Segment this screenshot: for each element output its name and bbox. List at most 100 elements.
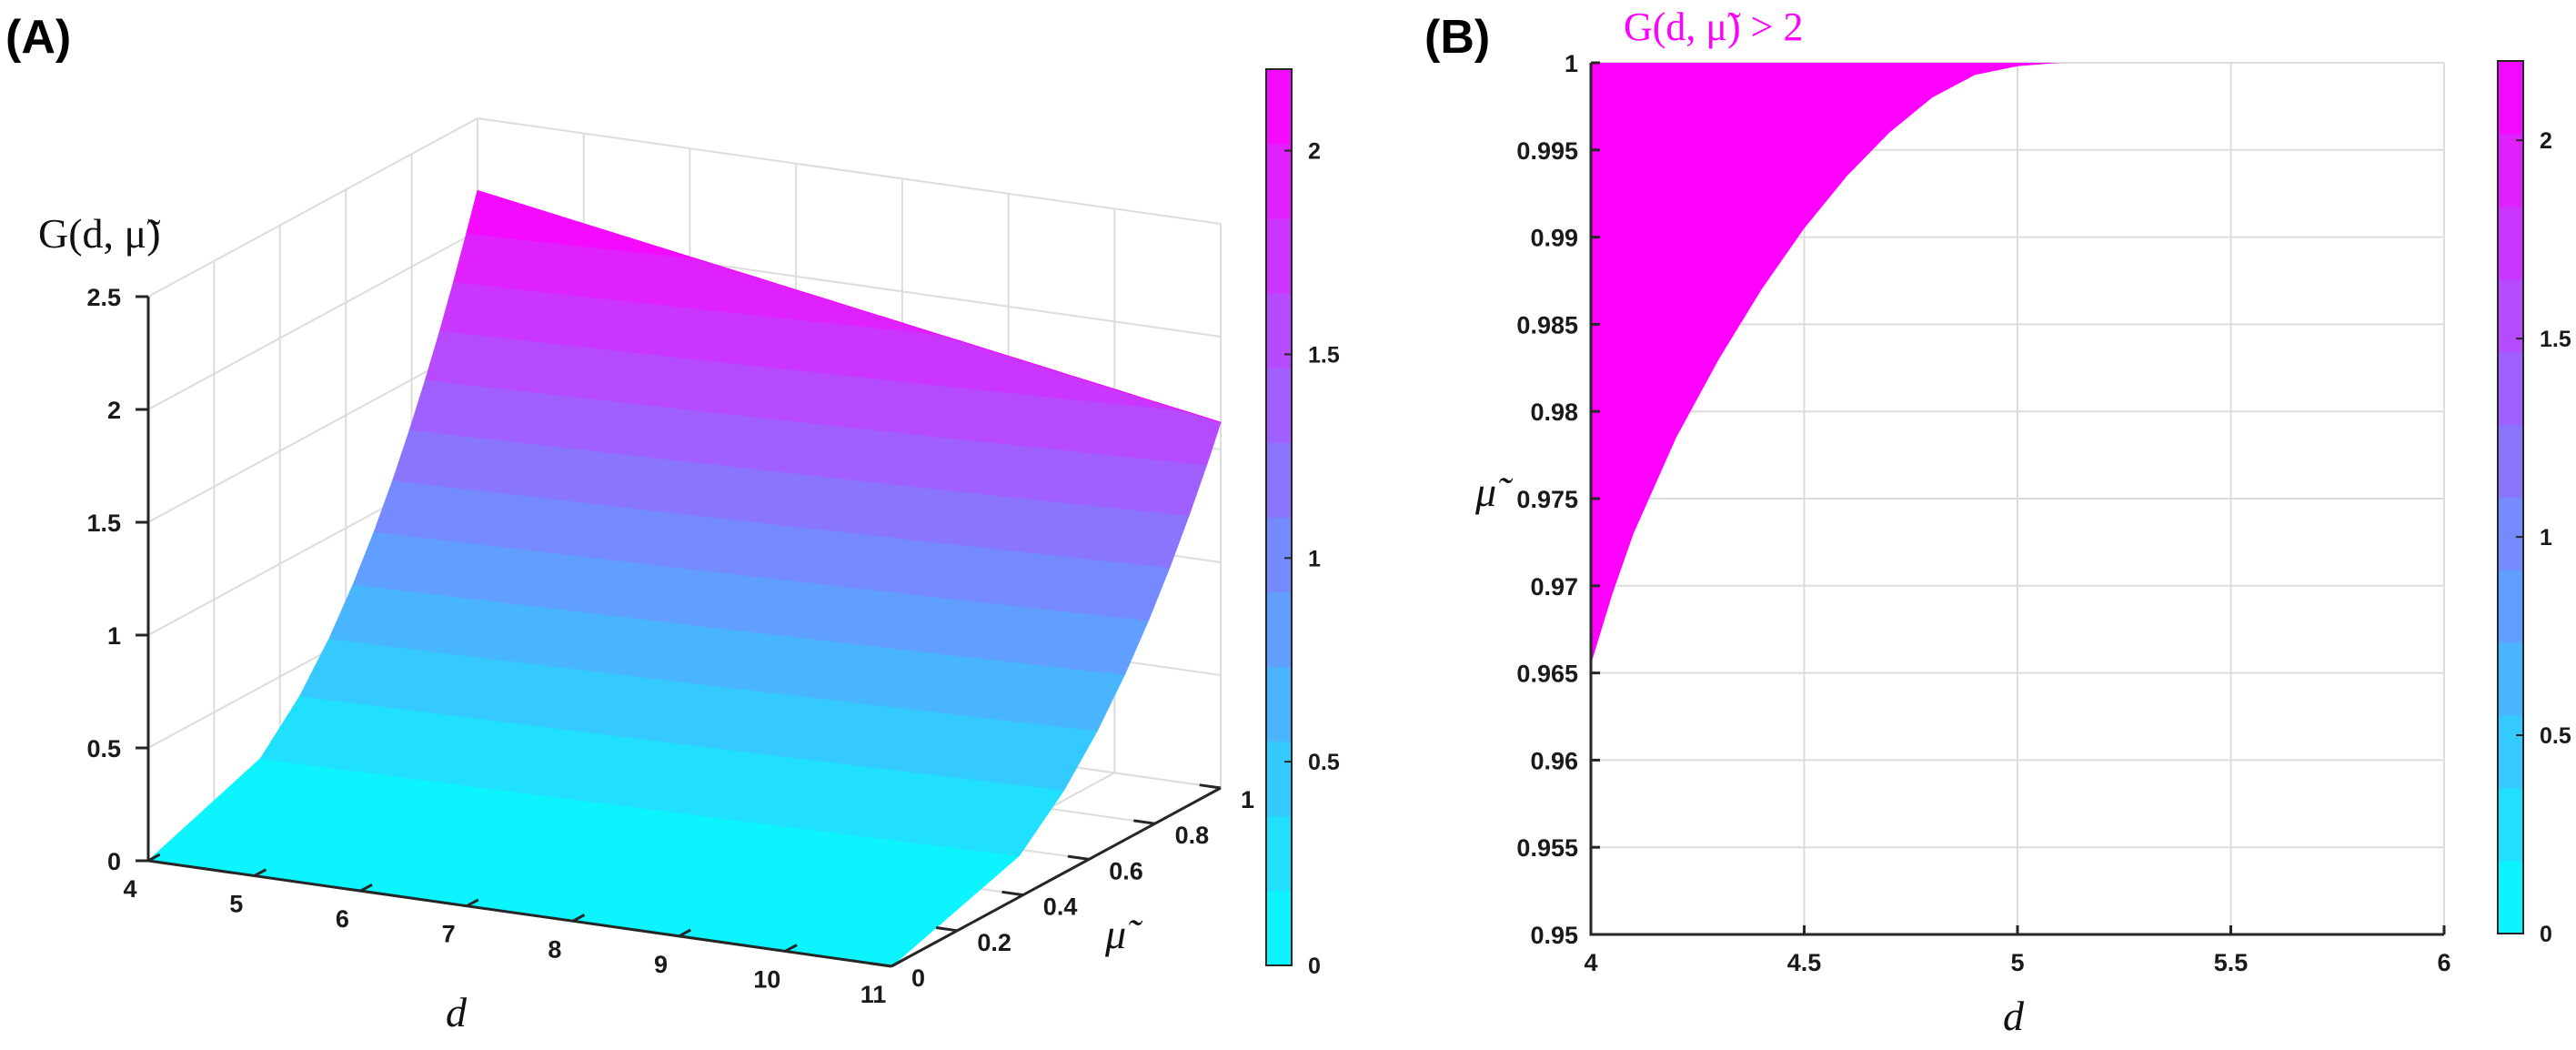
y-tick-label: 0.99 — [1530, 225, 1578, 252]
y-tick-mark — [1199, 783, 1222, 790]
region-x-axis-label: d — [2003, 993, 2025, 1039]
y-tick-label: 0.6 — [1109, 857, 1143, 884]
y-tick-mark — [1001, 890, 1024, 897]
z-tick-label: 2 — [107, 397, 121, 424]
x-tick-label: 5 — [229, 891, 243, 918]
surface-tick-labels: 0 0.5 1 1.5 2 2.5 4 5 6 7 8 9 10 11 0 0.2 0.4 0.6 0.8 1 — [86, 284, 1254, 1008]
colorbar-segment — [2498, 351, 2523, 426]
colorbar-segment — [1266, 741, 1292, 817]
y-tick-label: 0.2 — [977, 929, 1011, 956]
y-tick-label: 0.955 — [1516, 834, 1578, 862]
colorbar-b: 0 0.5 1 1.5 2 — [2497, 60, 2571, 947]
x-tick-mark — [359, 883, 373, 893]
colorbar-segment — [1266, 890, 1292, 966]
colorbar-tick-label: 1 — [2540, 525, 2552, 550]
colorbar-frame — [1265, 68, 1293, 966]
y-tick-mark — [870, 962, 892, 968]
colorbar-segment — [1266, 666, 1292, 742]
x-tick-label: 10 — [753, 965, 780, 993]
colorbar-segment — [2498, 497, 2523, 570]
colorbar-segment — [2498, 861, 2523, 934]
y-tick-label: 0.98 — [1530, 399, 1578, 426]
grid-line — [147, 230, 478, 410]
colorbar-tick-label: 0.5 — [1308, 750, 1340, 775]
region-plot-panel-b: 4 4.5 5 5.5 6 0.95 0.955 0.96 0.965 0.97 0.975 0.98… — [1474, 5, 2571, 1039]
x-tick-mark — [572, 914, 586, 923]
x-tick-label: 4 — [123, 875, 136, 903]
y-tick-label: 0.985 — [1516, 311, 1578, 338]
colorbar-segment — [2498, 206, 2523, 280]
colorbar-segment — [2498, 133, 2523, 207]
colorbar-tick-label: 0 — [2540, 922, 2552, 947]
colorbar-tick-label: 1.5 — [1308, 342, 1340, 368]
colorbar-tick-label: 1 — [1308, 546, 1321, 571]
region-y-axis-label: μ̃ — [1474, 469, 1514, 515]
colorbar-segment — [1266, 368, 1292, 443]
y-tick-label: 0.96 — [1530, 747, 1578, 774]
region-tick-labels: 4 4.5 5 5.5 6 0.95 0.955 0.96 0.965 0.97 0.975 0.98… — [1516, 50, 2450, 976]
z-tick-label: 1 — [107, 622, 121, 650]
surface-band — [466, 189, 1222, 423]
x-tick-mark — [891, 958, 904, 968]
colorbar-segment — [1266, 69, 1292, 145]
y-tick-label: 0.4 — [1043, 894, 1078, 921]
colorbar-segment — [1266, 442, 1292, 518]
x-tick-mark — [678, 928, 691, 938]
x-tick-label: 4.5 — [1787, 949, 1822, 976]
region-g-greater-than-2 — [1591, 63, 2060, 664]
colorbar-segment — [2498, 642, 2523, 716]
colorbar-segment — [1266, 815, 1292, 892]
y-tick-mark — [1133, 819, 1155, 825]
x-tick-label: 5 — [2010, 949, 2024, 976]
x-axis-line — [147, 859, 892, 968]
colorbar-tick-label: 2 — [2540, 128, 2552, 154]
x-tick-label: 9 — [654, 951, 668, 978]
z-tick-label: 0.5 — [86, 735, 121, 762]
z-tick-label: 0 — [107, 848, 121, 875]
x-tick-label: 7 — [442, 921, 456, 948]
colorbar-segment — [2498, 570, 2523, 643]
x-tick-label: 4 — [1584, 949, 1597, 976]
x-tick-label: 6 — [2437, 949, 2450, 976]
z-tick-label: 1.5 — [86, 510, 121, 537]
panel-b-label: (B) — [1424, 11, 1490, 64]
colorbar-segment — [2498, 788, 2523, 862]
region-title: G(d, μ̃) > 2 — [1624, 5, 1803, 49]
colorbar-tick-label: 0.5 — [2540, 723, 2571, 749]
y-axis-line — [891, 786, 1222, 968]
colorbar-segment — [2498, 278, 2523, 353]
y-tick-mark — [1067, 854, 1090, 861]
x-tick-mark — [784, 944, 798, 953]
colorbar-segment — [2498, 715, 2523, 789]
colorbar-segment — [2498, 424, 2523, 498]
grid-line — [477, 117, 1222, 225]
colorbar-segment — [1266, 517, 1292, 593]
x-tick-label: 8 — [548, 935, 561, 963]
colorbar-segment — [1266, 218, 1292, 294]
y-tick-label: 0.975 — [1516, 486, 1578, 513]
x-tick-mark — [147, 853, 161, 863]
y-tick-label: 0.97 — [1530, 573, 1578, 601]
grid-line — [147, 117, 478, 298]
surface-mesh — [146, 189, 1222, 967]
x-tick-label: 11 — [860, 981, 887, 1008]
y-tick-label: 0.995 — [1516, 137, 1578, 165]
surface-axes — [146, 297, 1222, 968]
y-tick-label: 0.95 — [1530, 922, 1578, 949]
colorbar-tick-label: 1.5 — [2540, 327, 2571, 352]
y-tick-mark — [935, 926, 958, 933]
y-tick-label: 1 — [1565, 50, 1578, 77]
panel-a-label: (A) — [5, 11, 71, 64]
y-tick-label: 0.8 — [1175, 822, 1210, 849]
z-tick-label: 2.5 — [86, 284, 121, 311]
colorbar-segment — [1266, 591, 1292, 668]
x-tick-label: 5.5 — [2214, 949, 2249, 976]
colorbar-frame — [2497, 60, 2524, 934]
surface-x-axis-label: d — [446, 989, 468, 1035]
colorbar-segment — [2498, 61, 2523, 135]
colorbar-segment — [1266, 144, 1292, 219]
colorbar-segment — [1266, 293, 1292, 369]
x-tick-mark — [466, 898, 479, 908]
